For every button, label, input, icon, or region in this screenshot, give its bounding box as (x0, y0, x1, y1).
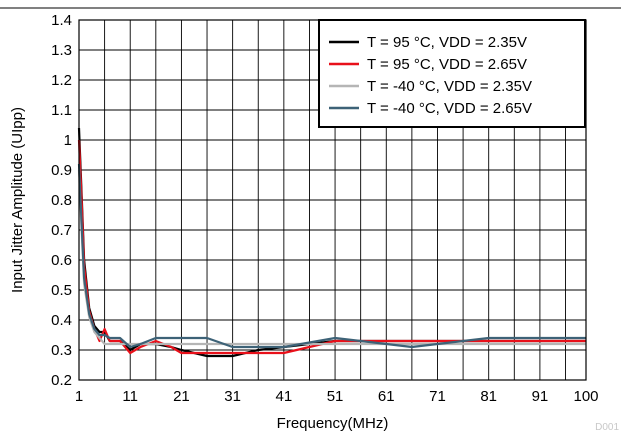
legend-entry: T = 95 °C, VDD = 2.35V (367, 34, 527, 51)
x-tick-label: 21 (173, 388, 190, 405)
x-tick-label: 41 (276, 388, 293, 405)
x-tick-label: 91 (532, 388, 549, 405)
y-tick-label: 1 (64, 132, 72, 149)
figure-id: D001 (595, 422, 619, 433)
x-tick-label: 11 (122, 388, 138, 405)
x-tick-label: 31 (224, 388, 241, 405)
y-tick-label: 1.4 (51, 12, 72, 29)
x-tick-label: 100 (573, 388, 598, 405)
chart-legend: T = 95 °C, VDD = 2.35V T = 95 °C, VDD = 2… (318, 19, 586, 128)
y-tick-label: 0.5 (51, 282, 72, 299)
y-tick-label: 0.9 (51, 162, 72, 179)
y-tick-label: 1.2 (51, 72, 72, 89)
y-tick-label: 1.1 (51, 102, 72, 119)
legend-entry: T = -40 °C, VDD = 2.65V (367, 100, 532, 117)
legend-entry: T = -40 °C, VDD = 2.35V (367, 78, 532, 95)
y-tick-label: 0.8 (51, 192, 72, 209)
x-tick-label: 61 (378, 388, 395, 405)
series-line-3 (77, 169, 586, 346)
x-axis-label: Frequency(MHz) (277, 415, 389, 432)
x-tick-label: 1 (75, 388, 83, 405)
y-tick-label: 0.7 (51, 222, 72, 239)
series-line-4 (77, 163, 586, 349)
y-axis-label: Input Jitter Amplitude (UIpp) (9, 107, 26, 293)
chart-series (77, 127, 586, 358)
y-tick-label: 0.3 (51, 342, 72, 359)
series-line-1 (77, 127, 586, 358)
tick-labels: 1 11 21 31 41 51 61 71 81 91 1000.20.30.40.50.60.7… (51, 12, 598, 405)
series-line-2 (77, 139, 586, 355)
legend-box (318, 19, 586, 128)
x-tick-label: 81 (480, 388, 497, 405)
y-tick-label: 0.2 (51, 372, 72, 389)
x-tick-label: 71 (429, 388, 446, 405)
y-tick-label: 0.4 (51, 312, 72, 329)
x-tick-label: 51 (327, 388, 344, 405)
legend-entry: T = 95 °C, VDD = 2.65V (367, 56, 527, 73)
y-tick-label: 0.6 (51, 252, 72, 269)
y-tick-label: 1.3 (51, 42, 72, 59)
